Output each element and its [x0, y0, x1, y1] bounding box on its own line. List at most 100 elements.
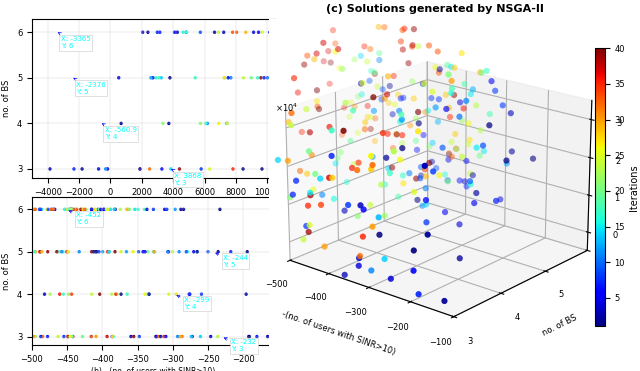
Point [205, 334, 216, 339]
Point [46, 206, 56, 212]
Point [61, 206, 71, 212]
Point [177, 334, 188, 339]
Point [192, 249, 202, 255]
Point [273, 75, 284, 81]
Point [355, 29, 365, 35]
Point [68, 334, 78, 339]
Point [620, 29, 630, 35]
Point [341, 29, 351, 35]
Point [67, 206, 77, 212]
Point [195, 29, 205, 35]
Point [23, 206, 33, 212]
Point [0, 206, 2, 212]
Point [618, 166, 628, 172]
Point [322, 121, 332, 127]
Point [102, 334, 112, 339]
Point [620, 121, 630, 127]
Point [138, 29, 148, 35]
Point [45, 291, 55, 297]
Y-axis label: no. of BS: no. of BS [3, 80, 12, 117]
Point [552, 29, 563, 35]
Point [483, 121, 493, 127]
Point [152, 29, 163, 35]
Point [164, 75, 175, 81]
Point [66, 206, 76, 212]
Point [538, 121, 548, 127]
Point [60, 206, 70, 212]
Point [310, 75, 320, 81]
Point [1, 206, 12, 212]
Point [386, 121, 396, 127]
Point [68, 206, 79, 212]
Point [503, 29, 513, 35]
Point [352, 166, 362, 172]
Point [508, 166, 518, 172]
Point [0, 291, 8, 297]
Point [495, 75, 505, 81]
Point [373, 29, 383, 35]
Point [353, 29, 363, 35]
Point [158, 121, 168, 127]
Point [115, 206, 125, 212]
Point [92, 249, 102, 255]
Point [213, 29, 223, 35]
Point [277, 29, 287, 35]
Point [37, 249, 47, 255]
Point [303, 29, 314, 35]
Point [545, 29, 556, 35]
Point [369, 29, 380, 35]
Point [88, 249, 99, 255]
Point [170, 206, 180, 212]
Point [438, 75, 448, 81]
Text: X: -2376
Y: 5: X: -2376 Y: 5 [74, 78, 106, 95]
Point [20, 206, 30, 212]
Point [99, 206, 109, 212]
Point [356, 121, 366, 127]
Point [530, 29, 540, 35]
Point [116, 121, 126, 127]
Point [163, 249, 173, 255]
Point [135, 166, 145, 172]
Point [143, 249, 153, 255]
Point [474, 121, 484, 127]
Point [232, 29, 242, 35]
Point [629, 166, 639, 172]
Point [527, 166, 537, 172]
Point [561, 166, 571, 172]
Point [404, 75, 414, 81]
Point [638, 29, 640, 35]
Point [435, 166, 445, 172]
Point [58, 291, 68, 297]
Point [150, 249, 160, 255]
Point [90, 206, 100, 212]
Point [222, 121, 232, 127]
Point [28, 206, 38, 212]
Point [246, 75, 257, 81]
Point [126, 334, 136, 339]
Point [321, 29, 331, 35]
Point [65, 206, 75, 212]
Point [104, 249, 114, 255]
Point [184, 291, 195, 297]
Point [432, 29, 442, 35]
Point [15, 206, 25, 212]
Point [21, 206, 31, 212]
Point [359, 29, 369, 35]
Point [587, 29, 597, 35]
Point [581, 166, 591, 172]
Point [102, 166, 113, 172]
Point [582, 29, 592, 35]
Point [209, 29, 220, 35]
Point [520, 29, 531, 35]
Point [560, 29, 570, 35]
Point [196, 166, 206, 172]
Point [108, 334, 118, 339]
Point [156, 75, 166, 81]
Point [262, 75, 273, 81]
Point [30, 249, 40, 255]
Point [185, 291, 195, 297]
Point [196, 291, 207, 297]
Point [361, 121, 371, 127]
Point [426, 75, 436, 81]
Point [67, 334, 77, 339]
